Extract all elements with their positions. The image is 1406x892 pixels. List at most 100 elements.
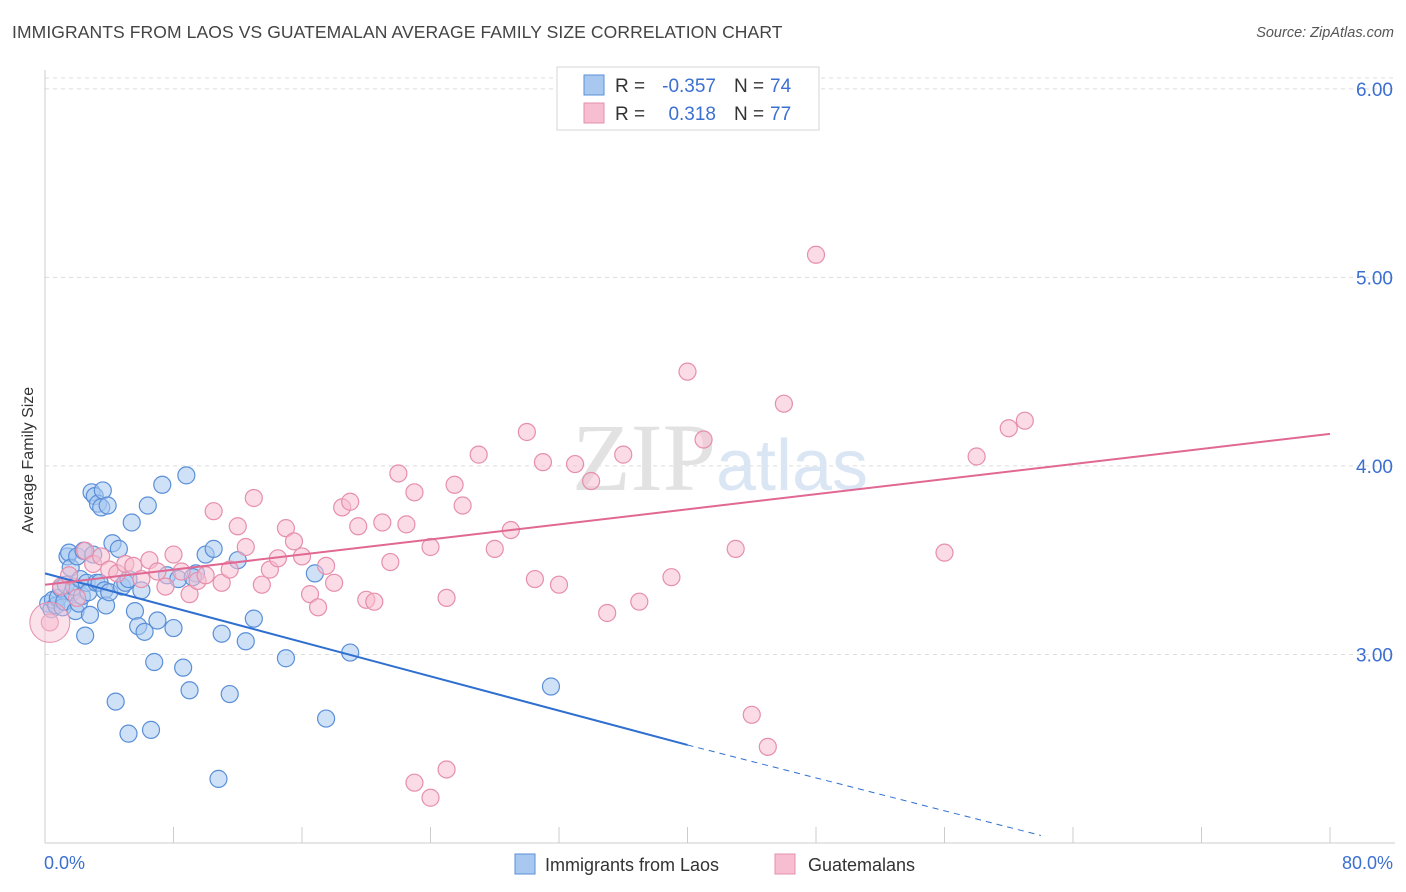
guatemalan-point — [196, 566, 215, 585]
trend-lines — [44, 432, 1331, 836]
guatemalan-point — [308, 598, 328, 617]
guatemalan-point — [421, 788, 440, 807]
laos-point — [164, 618, 183, 638]
y-tick-label: 5.00 — [1356, 268, 1393, 289]
guatemalan-point — [525, 569, 545, 589]
chart-source: Source: ZipAtlas.com — [1256, 25, 1394, 41]
guatemalan-point — [598, 603, 617, 623]
guatemalan-point — [365, 592, 384, 611]
guatemalans-series — [29, 245, 1034, 807]
chart-title: IMMIGRANTS FROM LAOS VS GUATEMALAN AVERA… — [12, 22, 783, 42]
watermark: ZIPatlas — [572, 404, 868, 511]
laos-point — [316, 709, 336, 728]
guatemalan-point — [381, 552, 400, 572]
bottom-legend-label-laos: Immigrants from Laos — [545, 855, 719, 875]
laos-point — [244, 609, 263, 628]
guatemalan-point — [1015, 411, 1034, 430]
laos-point — [106, 692, 125, 711]
x-tick-label-min: 0.0% — [44, 853, 85, 873]
legend-n-label: N = — [734, 76, 764, 97]
legend-swatch — [583, 102, 605, 124]
laos-trend-extension — [687, 744, 1041, 836]
y-tick-label: 3.00 — [1356, 645, 1393, 666]
laos-point — [80, 605, 100, 624]
legend-box: R = -0.357 N = 74 R = 0.318 N = 77 — [556, 66, 820, 131]
laos-point — [125, 601, 145, 621]
laos-point — [212, 624, 231, 643]
legend-n-value: 77 — [770, 104, 791, 125]
laos-point — [119, 724, 138, 743]
guatemalan-point-large — [29, 601, 71, 643]
tick-labels: 3.00 4.00 5.00 6.00 0.0% 80.0% — [44, 80, 1393, 873]
laos-point — [76, 626, 95, 645]
guatemalan-point — [806, 245, 826, 264]
laos-point — [93, 481, 112, 500]
guatemalan-point — [445, 475, 464, 494]
guatemalan-point — [292, 547, 312, 566]
guatemalan-point — [517, 422, 536, 442]
laos-series — [39, 466, 561, 788]
guatemalan-point — [228, 517, 247, 536]
guatemalan-point — [549, 575, 569, 594]
legend-swatch — [583, 74, 605, 96]
laos-point — [141, 720, 161, 739]
guatemalan-point — [742, 705, 761, 724]
watermark-zip: ZIP — [572, 404, 716, 511]
guatemalan-point — [437, 760, 456, 779]
legend-r-value: -0.357 — [662, 76, 716, 97]
guatemalan-point — [405, 483, 424, 502]
guatemalan-point — [252, 575, 271, 594]
guatemalan-point — [341, 492, 360, 511]
guatemalan-point — [180, 585, 199, 604]
legend-r-label: R = — [615, 104, 645, 125]
y-tick-label: 6.00 — [1356, 80, 1393, 101]
watermark-atlas: atlas — [716, 426, 868, 506]
laos-trend-line — [44, 572, 688, 746]
laos-point — [276, 649, 296, 668]
guatemalan-point — [156, 577, 175, 596]
legend-n-value: 74 — [770, 76, 792, 97]
laos-point — [138, 496, 157, 515]
guatemalan-point — [236, 537, 255, 557]
guatemalan-point — [453, 496, 472, 515]
guatemalan-point — [774, 394, 793, 413]
guatemalan-point — [469, 445, 488, 464]
guatemalan-point — [694, 430, 713, 449]
guatemalan-point — [999, 419, 1018, 438]
guatemalan-point — [565, 454, 585, 474]
guatemalan-point — [389, 464, 408, 483]
guatemalan-point — [276, 519, 296, 538]
legend-r-label: R = — [615, 76, 645, 97]
guatemalan-point — [397, 515, 416, 534]
guatemalan-point — [485, 539, 504, 558]
laos-point — [204, 539, 223, 558]
laos-point — [145, 652, 164, 672]
laos-point — [541, 677, 561, 696]
laos-point — [174, 658, 193, 677]
legend-n-label: N = — [734, 104, 764, 125]
guatemalan-point — [726, 539, 745, 558]
guatemalan-point — [405, 773, 424, 792]
guatemalan-point — [92, 547, 111, 566]
bottom-legend-swatch-laos — [514, 853, 536, 875]
bottom-legend-label-guatemalans: Guatemalans — [808, 855, 915, 875]
legend-r-value: 0.318 — [668, 104, 716, 125]
guatemalan-point — [582, 471, 601, 491]
guatemalan-point — [349, 517, 368, 536]
guatemalan-point — [76, 541, 95, 560]
x-tick-label-max: 80.0% — [1342, 853, 1393, 873]
guatemalan-point — [316, 556, 336, 575]
guatemalan-point — [300, 585, 320, 604]
laos-point — [180, 681, 199, 700]
guatemalan-point — [630, 592, 649, 611]
guatemalans-trend-line — [44, 432, 1331, 586]
laos-point — [122, 513, 141, 532]
guatemalan-point — [68, 588, 87, 608]
laos-point — [135, 622, 154, 641]
guatemalan-point — [204, 502, 223, 521]
bottom-legend: Immigrants from Laos Guatemalans — [514, 853, 915, 875]
guatemalan-point — [662, 568, 681, 587]
guatemalan-point — [758, 737, 777, 756]
guatemalan-point — [935, 543, 954, 562]
